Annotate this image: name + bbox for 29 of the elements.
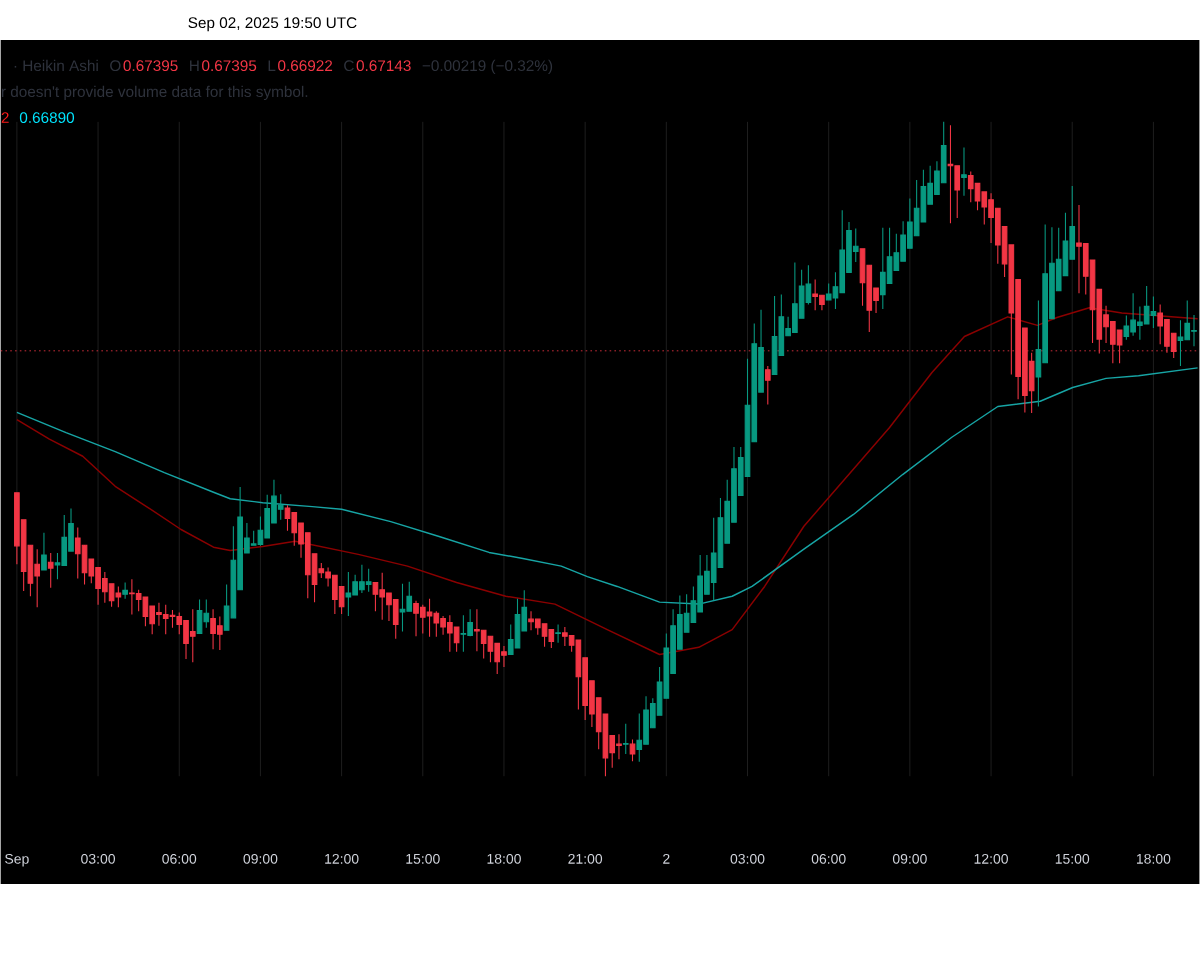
text: −0.00219 (−0.32%) [422, 59, 553, 75]
x-tick-label: 18:00 [1136, 853, 1171, 864]
x-tick-label: 09:00 [243, 853, 278, 864]
x-tick-label: 21:00 [568, 853, 603, 864]
text: O [110, 60, 121, 72]
text: C [344, 60, 354, 72]
x-tick-label: 15:00 [1055, 853, 1090, 864]
x-tick-label: 03:00 [81, 853, 116, 864]
x-tick-label: 09:00 [892, 853, 927, 864]
x-tick-label: 06:00 [162, 853, 197, 864]
text: 0.67395 [202, 60, 257, 72]
x-tick-label: 12:00 [325, 853, 359, 864]
x-tick-label: 06:00 [811, 853, 846, 864]
text: 0.67143 [356, 60, 411, 72]
text: L [268, 60, 276, 71]
x-tick-label: 2 [663, 853, 670, 864]
x-tick-label: 18:00 [487, 853, 521, 864]
text: H [190, 60, 199, 71]
text: · Heikin Ashi [14, 59, 98, 72]
x-tick-label: 15:00 [406, 853, 440, 864]
annotation: 2 [1, 112, 9, 123]
text: r doesn't provide volume data for this symbol. [1, 85, 308, 101]
text: 0.66922 [278, 60, 333, 72]
text: Sep 02, 2025 19:50 UTC [188, 17, 357, 32]
annotation: 0.66890 [19, 112, 75, 124]
x-tick-label: 03:00 [730, 853, 765, 864]
x-tick-label: Sep [5, 853, 29, 867]
x-tick-label: 12:00 [974, 853, 1008, 864]
text: 0.67395 [123, 60, 178, 72]
